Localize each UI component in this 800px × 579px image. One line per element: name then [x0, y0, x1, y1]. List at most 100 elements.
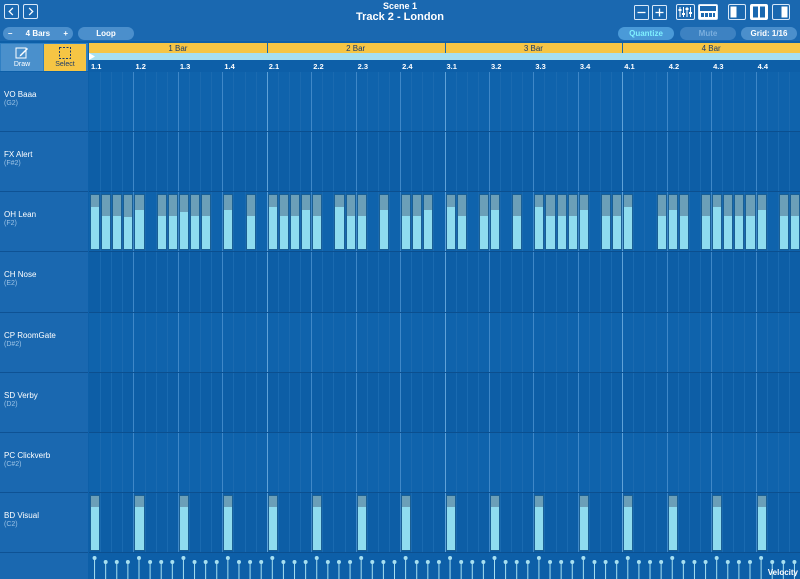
note-block[interactable]: [734, 194, 745, 251]
velocity-handle[interactable]: [714, 556, 719, 560]
velocity-handle[interactable]: [759, 556, 764, 560]
note-block[interactable]: [301, 194, 312, 251]
note-block[interactable]: [223, 494, 234, 551]
quantize-button[interactable]: Quantize: [618, 27, 674, 40]
note-block[interactable]: [201, 194, 212, 251]
note-block[interactable]: [723, 194, 734, 251]
velocity-handle[interactable]: [703, 560, 708, 564]
velocity-handle[interactable]: [181, 556, 186, 560]
zoom-in-button[interactable]: [652, 4, 667, 20]
note-block[interactable]: [267, 194, 278, 251]
bar-ruler[interactable]: 1 Bar 2 Bar 3 Bar 4 Bar: [89, 43, 800, 53]
velocity-handle[interactable]: [114, 560, 119, 564]
velocity-handle[interactable]: [770, 560, 775, 564]
velocity-handle[interactable]: [692, 560, 697, 564]
draw-tool-button[interactable]: Draw: [1, 44, 43, 71]
note-block[interactable]: [478, 194, 489, 251]
velocity-handle[interactable]: [392, 560, 397, 564]
velocity-handle[interactable]: [214, 560, 219, 564]
velocity-handle[interactable]: [303, 560, 308, 564]
note-block[interactable]: [189, 194, 201, 251]
note-block[interactable]: [289, 194, 301, 251]
lane-grid[interactable]: [89, 192, 800, 253]
note-block[interactable]: [112, 194, 123, 251]
note-block[interactable]: [412, 194, 423, 251]
velocity-handle[interactable]: [348, 560, 353, 564]
lane-label[interactable]: OH Lean (F2): [0, 192, 88, 253]
velocity-handle[interactable]: [503, 560, 508, 564]
scene-name[interactable]: Scene 1: [382, 1, 418, 11]
note-block[interactable]: [756, 494, 767, 551]
layout-split-button[interactable]: [750, 4, 768, 20]
velocity-handle[interactable]: [470, 560, 475, 564]
velocity-handle[interactable]: [481, 560, 486, 564]
velocity-handle[interactable]: [314, 556, 319, 560]
note-block[interactable]: [334, 194, 345, 251]
velocity-handle[interactable]: [725, 560, 730, 564]
lane-grid[interactable]: [89, 72, 800, 133]
note-block[interactable]: [667, 194, 678, 251]
note-block[interactable]: [556, 194, 567, 251]
lane-grid[interactable]: [89, 492, 800, 553]
velocity-handle[interactable]: [103, 560, 108, 564]
lane-grid[interactable]: [89, 312, 800, 373]
velocity-handle[interactable]: [92, 556, 97, 560]
note-block[interactable]: [656, 194, 667, 251]
note-block[interactable]: [178, 194, 189, 251]
velocity-handle[interactable]: [425, 560, 430, 564]
note-block[interactable]: [712, 194, 723, 251]
velocity-handle[interactable]: [281, 560, 286, 564]
mixer-button[interactable]: [676, 4, 695, 20]
note-block[interactable]: [623, 194, 634, 251]
bars-minus-button[interactable]: –: [8, 29, 13, 38]
note-block[interactable]: [756, 194, 767, 251]
velocity-handle[interactable]: [448, 556, 453, 560]
note-block[interactable]: [567, 194, 578, 251]
lane-label[interactable]: SD Verby (D2): [0, 372, 88, 433]
note-block[interactable]: [712, 494, 723, 551]
velocity-handle[interactable]: [336, 560, 341, 564]
velocity-handle[interactable]: [581, 556, 586, 560]
velocity-strip[interactable]: [89, 553, 800, 579]
layout-single-button[interactable]: [728, 4, 746, 20]
lane-label[interactable]: PC Clickverb (C#2): [0, 432, 88, 493]
note-block[interactable]: [578, 194, 589, 251]
velocity-handle[interactable]: [625, 556, 630, 560]
velocity-handle[interactable]: [648, 560, 653, 564]
velocity-handle[interactable]: [525, 560, 530, 564]
note-block[interactable]: [445, 494, 456, 551]
track-title[interactable]: Track 2 - London: [355, 11, 444, 23]
lane-grid[interactable]: [89, 252, 800, 313]
lane-label[interactable]: VO Baaa (G2): [0, 72, 88, 133]
velocity-handle[interactable]: [559, 560, 564, 564]
velocity-handle[interactable]: [203, 560, 208, 564]
lane-grid[interactable]: [89, 432, 800, 493]
note-block[interactable]: [223, 194, 234, 251]
note-block[interactable]: [345, 194, 356, 251]
velocity-handle[interactable]: [125, 560, 130, 564]
velocity-handle[interactable]: [170, 560, 175, 564]
note-block[interactable]: [745, 194, 756, 251]
velocity-handle[interactable]: [659, 560, 664, 564]
note-block[interactable]: [789, 194, 800, 251]
lane-label[interactable]: CH Nose (E2): [0, 252, 88, 313]
velocity-handle[interactable]: [403, 556, 408, 560]
note-block[interactable]: [401, 194, 412, 251]
note-block[interactable]: [134, 494, 145, 551]
velocity-handle[interactable]: [459, 560, 464, 564]
note-block[interactable]: [623, 494, 634, 551]
velocity-handle[interactable]: [614, 560, 619, 564]
note-block[interactable]: [123, 194, 134, 251]
note-block[interactable]: [489, 494, 501, 551]
velocity-handle[interactable]: [148, 560, 153, 564]
loop-button[interactable]: Loop: [78, 27, 134, 40]
velocity-handle[interactable]: [259, 560, 264, 564]
note-block[interactable]: [90, 494, 101, 551]
velocity-handle[interactable]: [603, 560, 608, 564]
note-block[interactable]: [489, 194, 501, 251]
note-block[interactable]: [245, 194, 256, 251]
velocity-handle[interactable]: [536, 556, 541, 560]
velocity-handle[interactable]: [748, 560, 753, 564]
note-block[interactable]: [356, 194, 367, 251]
grid-button[interactable]: Grid: 1/16: [741, 27, 797, 40]
